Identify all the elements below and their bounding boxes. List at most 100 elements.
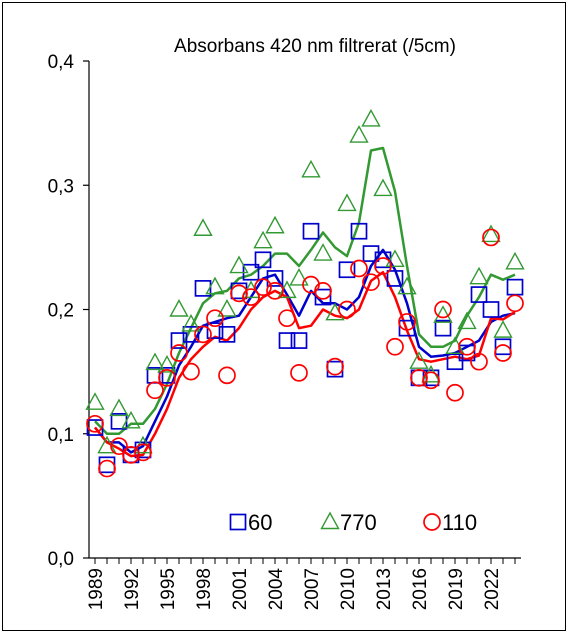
data-point-770 [493, 320, 513, 338]
data-point-60 [338, 261, 356, 279]
data-point-110 [470, 352, 488, 371]
data-point-60 [98, 456, 116, 474]
data-point-60 [170, 332, 188, 349]
data-point-110 [386, 337, 404, 356]
data-point-60 [206, 322, 224, 339]
legend-label-770: 770 [340, 510, 377, 535]
data-point-110 [146, 381, 164, 400]
y-tick-label: 0,2 [48, 301, 74, 322]
data-point-60 [290, 332, 308, 349]
data-point-770 [481, 224, 501, 243]
data-point-770 [193, 218, 213, 236]
data-point-60 [266, 270, 284, 287]
x-tick-label: 2001 [230, 568, 251, 610]
data-point-770 [337, 193, 357, 212]
x-tick-label: 1995 [158, 568, 179, 610]
x-tick-label: 1989 [86, 568, 107, 610]
x-tick-label: 2007 [302, 568, 323, 610]
data-point-110 [446, 383, 464, 402]
data-point-110 [218, 366, 236, 385]
data-point-110 [254, 278, 272, 296]
data-point-110 [266, 282, 284, 300]
data-point-110 [194, 325, 212, 344]
y-tick-label: 0,4 [48, 52, 75, 73]
data-point-770 [385, 249, 405, 267]
data-point-110 [230, 284, 248, 303]
x-tick-label: 2013 [374, 568, 395, 610]
axes: 0,0 0,1 0,2 0,3 0,4 1989 1992 1995 1998 2001 2004 2… [48, 52, 521, 610]
data-point-770 [121, 410, 141, 429]
data-point-60 [314, 288, 332, 306]
data-point-770 [217, 299, 237, 317]
x-tick-label: 2010 [338, 568, 359, 610]
legend: 60 770 110 [229, 510, 477, 535]
legend-marker-60 [229, 513, 247, 531]
x-tick-label: 1998 [194, 568, 215, 610]
legend-marker-770 [320, 511, 340, 530]
x-tick-label: 2004 [266, 568, 287, 611]
data-point-110 [290, 364, 308, 382]
x-tick-label: 2022 [482, 568, 503, 610]
data-point-770 [181, 313, 201, 332]
chart-title: Absorbans 420 nm filtrerat (/5cm) [174, 36, 456, 57]
trend-lines [94, 146, 516, 458]
data-point-110 [494, 344, 512, 362]
data-point-110 [506, 294, 524, 313]
y-tick-label: 0,3 [48, 176, 74, 197]
data-point-60 [482, 301, 500, 318]
data-point-110 [350, 259, 368, 278]
legend-label-60: 60 [248, 510, 272, 535]
data-point-770 [85, 392, 105, 410]
data-point-60 [218, 326, 236, 343]
x-tick-label: 1992 [122, 568, 143, 610]
x-tick-label: 2016 [410, 568, 431, 610]
data-point-60 [470, 286, 488, 303]
x-tick-label: 2019 [446, 568, 467, 610]
data-point-770 [289, 267, 309, 286]
data-point-60 [506, 278, 524, 296]
data-point-110 [182, 362, 200, 381]
data-point-110 [170, 344, 188, 362]
data-point-770 [397, 276, 417, 295]
data-point-110 [242, 288, 260, 306]
data-point-60 [350, 222, 368, 240]
legend-label-110: 110 [442, 510, 477, 535]
data-point-60 [182, 326, 200, 343]
data-point-110 [374, 257, 392, 275]
y-tick-label: 0,0 [48, 549, 74, 570]
y-tick-label: 0,1 [48, 425, 74, 446]
data-point-770 [433, 305, 453, 323]
data-point-110 [122, 446, 140, 464]
data-point-770 [313, 243, 333, 261]
data-point-110 [278, 309, 296, 328]
data-point-770 [409, 351, 429, 369]
data-point-110 [98, 459, 116, 478]
data-point-110 [422, 371, 440, 390]
data-point-770 [145, 352, 165, 371]
data-point-770 [373, 178, 393, 197]
data-point-110 [158, 368, 176, 387]
data-point-770 [361, 108, 381, 127]
data-point-110 [326, 357, 344, 376]
data-point-770 [109, 398, 129, 417]
data-point-770 [505, 251, 525, 270]
data-point-110 [86, 414, 104, 433]
data-point-770 [205, 276, 225, 295]
data-point-770 [169, 299, 189, 317]
data-point-60 [194, 280, 212, 297]
data-point-110 [362, 273, 380, 292]
data-point-60 [434, 319, 452, 337]
data-point-110 [410, 368, 428, 387]
data-point-110 [458, 337, 476, 356]
data-point-60 [446, 353, 464, 371]
data-point-60 [398, 319, 416, 337]
trend-line-770 [94, 146, 516, 436]
data-point-60 [302, 222, 320, 240]
data-point-110 [134, 443, 152, 462]
data-point-60 [494, 338, 512, 356]
data-point-60 [386, 270, 404, 287]
data-point-770 [253, 230, 273, 249]
data-point-770 [229, 255, 249, 274]
